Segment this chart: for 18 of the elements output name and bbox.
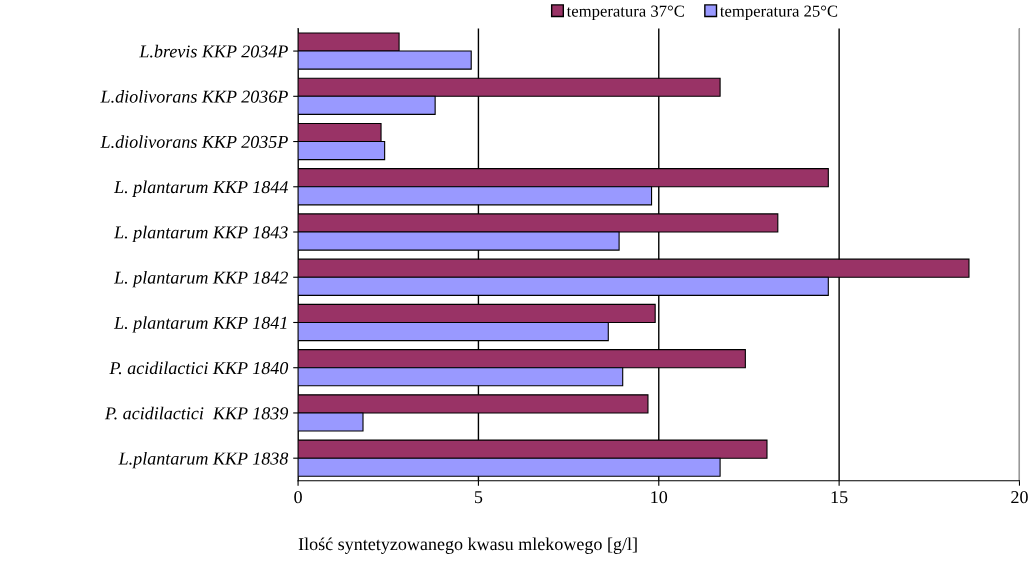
x-tick-label: 20 bbox=[1011, 491, 1028, 504]
x-tick-label: 0 bbox=[294, 491, 302, 504]
y-tick-label: L. plantarum KKP 1843 bbox=[113, 225, 288, 243]
x-tick-label: 5 bbox=[474, 491, 483, 504]
y-tick-label: L.brevis KKP 2034P bbox=[139, 44, 288, 58]
legend-label: temperatura 25°C bbox=[720, 5, 838, 21]
x-tick-label: 15 bbox=[831, 491, 848, 504]
x-axis-title: Ilość syntetyzowanego kwasu mlekowego [g/l] bbox=[298, 537, 637, 554]
y-tick-label: L. plantarum KKP 1842 bbox=[113, 270, 288, 288]
legend-label: temperatura 37°C bbox=[566, 5, 684, 21]
y-tick-label: L.plantarum KKP 1838 bbox=[118, 451, 289, 469]
y-tick-label: L.diolivorans KKP 2035P bbox=[100, 135, 288, 149]
y-tick-label: P. acidilactici KKP 1839 bbox=[104, 406, 289, 420]
x-tick-label: 10 bbox=[651, 491, 668, 504]
y-tick-label: L.diolivorans KKP 2036P bbox=[100, 90, 288, 103]
y-tick-label: L. plantarum KKP 1844 bbox=[113, 180, 288, 197]
y-tick-label: L. plantarum KKP 1841 bbox=[113, 316, 287, 333]
y-tick-label: P. acidilactici KKP 1840 bbox=[109, 361, 289, 375]
